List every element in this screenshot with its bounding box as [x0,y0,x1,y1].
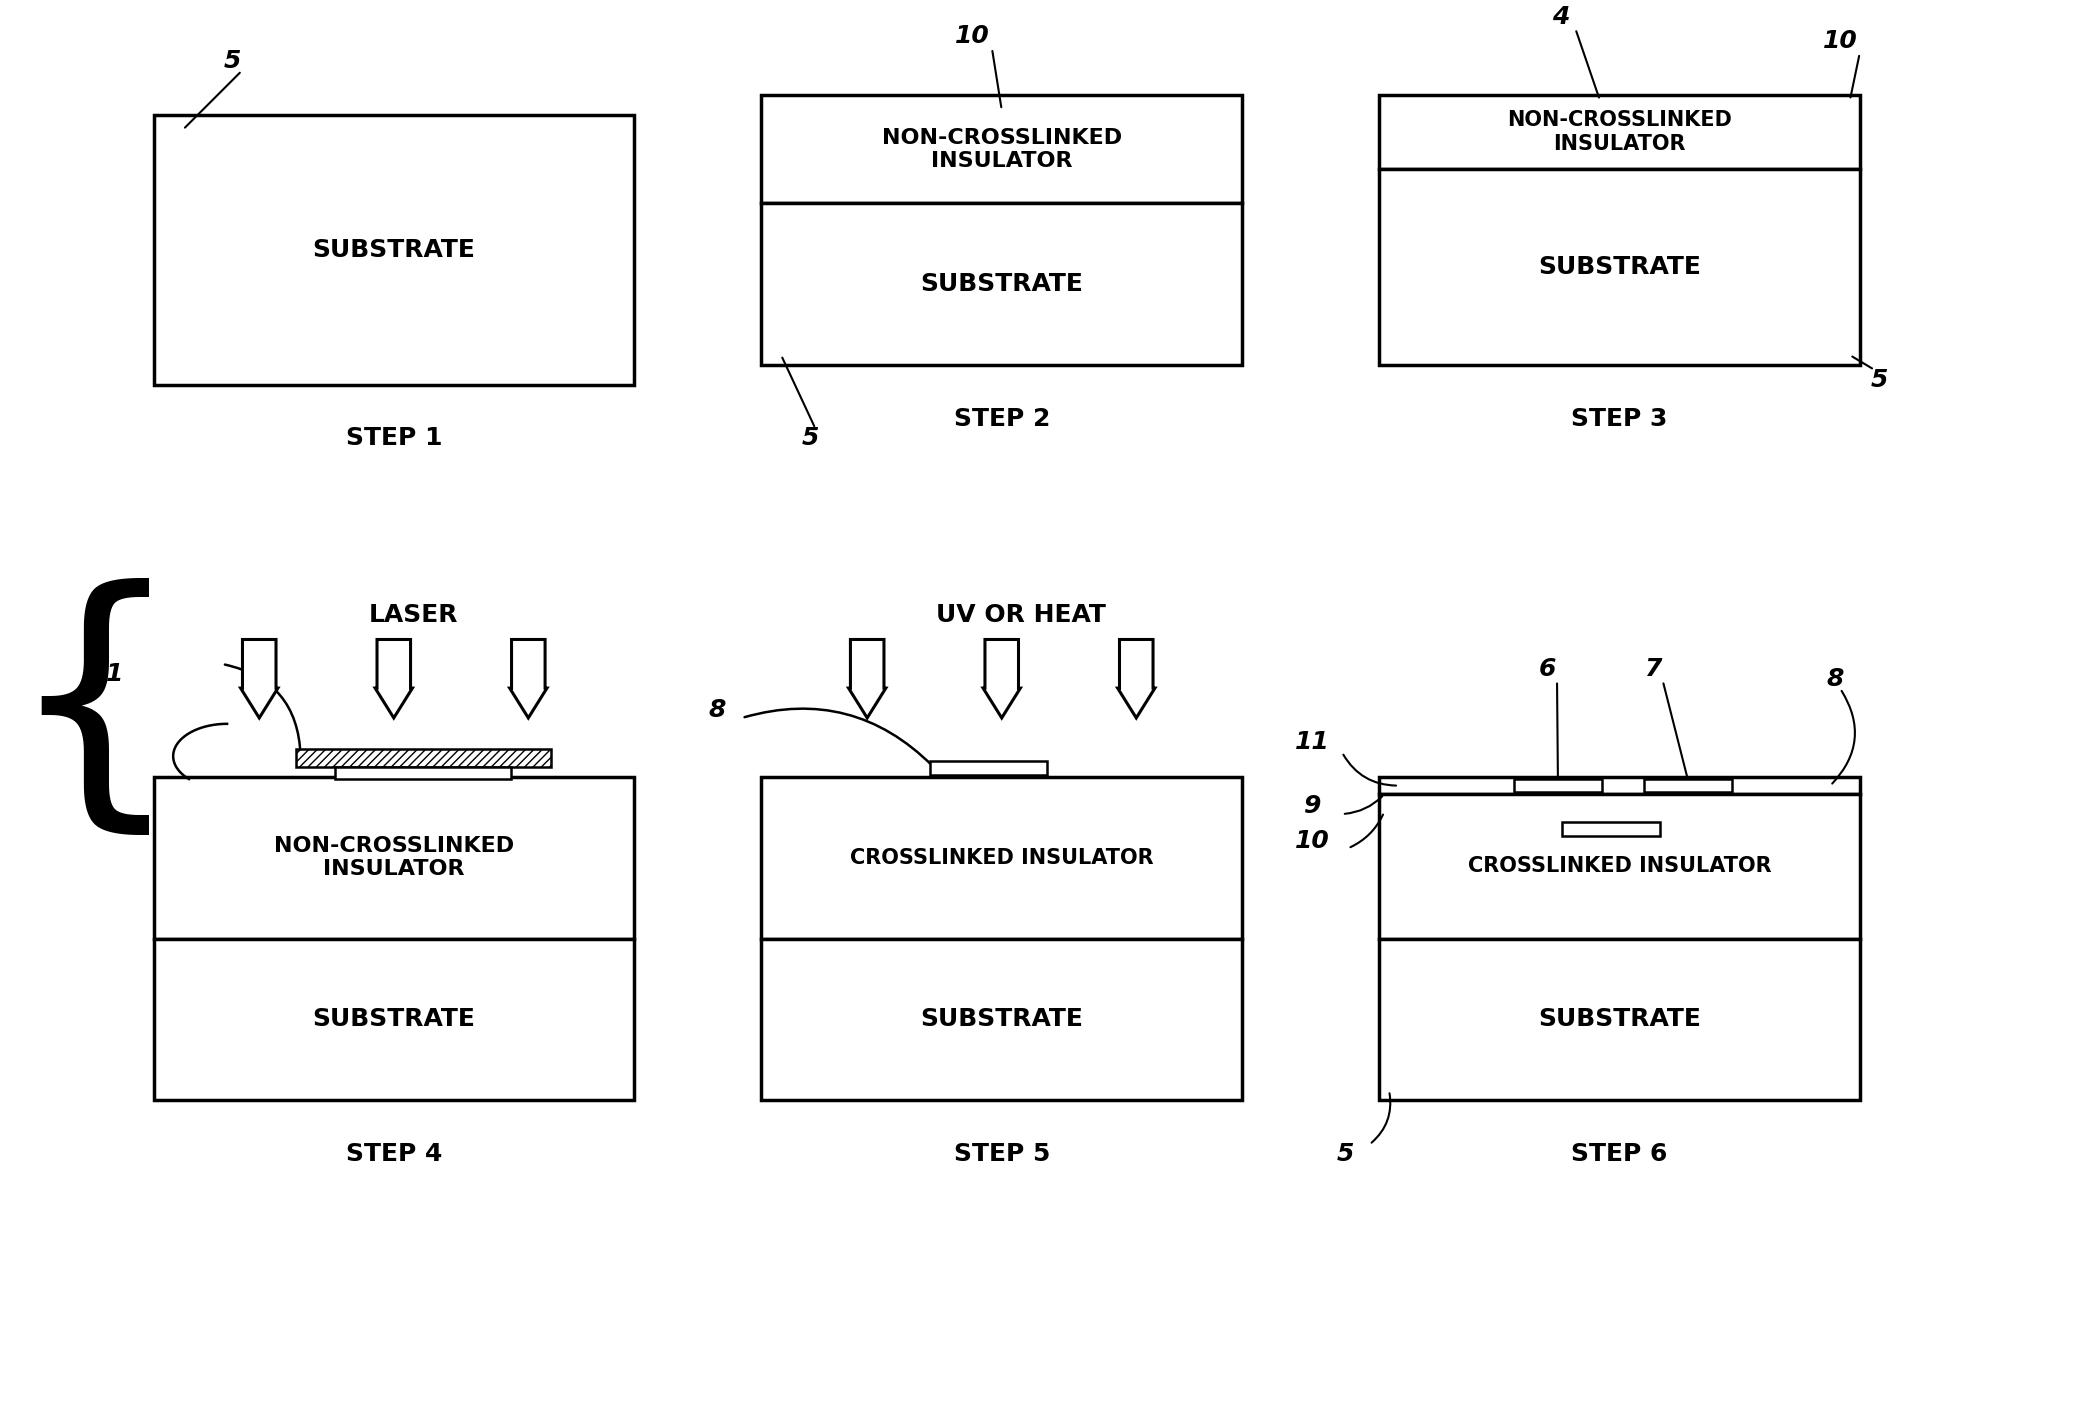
Bar [1378,169,1859,365]
Text: STEP 3: STEP 3 [1571,406,1668,431]
Polygon shape [1118,639,1154,718]
Text: NON-CROSSLINKED
INSULATOR: NON-CROSSLINKED INSULATOR [1506,111,1733,153]
Text: UV OR HEAT: UV OR HEAT [936,603,1106,627]
Bar [1515,779,1603,793]
Bar [762,938,1242,1100]
Text: 4: 4 [1553,4,1569,28]
Bar [336,767,512,779]
Bar [296,749,550,767]
Text: STEP 1: STEP 1 [346,426,443,450]
Text: SUBSTRATE: SUBSTRATE [1538,1007,1701,1032]
Text: LASER: LASER [369,603,457,627]
Bar [153,115,634,385]
Bar [762,203,1242,365]
Text: NON-CROSSLINKED
INSULATOR: NON-CROSSLINKED INSULATOR [273,836,514,880]
Text: CROSSLINKED INSULATOR: CROSSLINKED INSULATOR [1469,857,1771,877]
Text: 5: 5 [801,426,818,450]
Text: 10: 10 [1294,828,1330,853]
Text: STEP 5: STEP 5 [955,1142,1049,1167]
Polygon shape [848,639,885,718]
Bar [1561,821,1660,836]
Text: 5: 5 [1336,1142,1353,1167]
Text: 8: 8 [1827,666,1844,691]
Text: 8: 8 [709,698,726,722]
Polygon shape [510,639,548,718]
Text: NON-CROSSLINKED
INSULATOR: NON-CROSSLINKED INSULATOR [881,128,1122,171]
Text: 5: 5 [1871,368,1888,392]
Bar [1643,779,1731,793]
Bar [153,777,634,938]
Polygon shape [241,639,277,718]
Polygon shape [376,639,413,718]
Text: CROSSLINKED INSULATOR: CROSSLINKED INSULATOR [850,848,1154,868]
Text: 10: 10 [955,24,990,48]
Bar [1378,938,1859,1100]
Text: 9: 9 [1303,794,1322,818]
Text: SUBSTRATE: SUBSTRATE [313,237,476,261]
Text: STEP 6: STEP 6 [1571,1142,1668,1167]
Text: SUBSTRATE: SUBSTRATE [921,271,1083,296]
Text: 11: 11 [1294,730,1330,755]
Text: SUBSTRATE: SUBSTRATE [921,1007,1083,1032]
Text: STEP 4: STEP 4 [346,1142,443,1167]
Text: SUBSTRATE: SUBSTRATE [313,1007,476,1032]
Text: 5: 5 [222,48,241,72]
Text: 7: 7 [1645,657,1662,681]
Text: 10: 10 [1823,30,1857,54]
Text: SUBSTRATE: SUBSTRATE [1538,254,1701,279]
Polygon shape [984,639,1020,718]
Bar [762,777,1242,938]
Bar [929,762,1047,774]
Bar [1378,777,1859,794]
Bar [1378,794,1859,938]
Text: 1: 1 [105,662,124,686]
Text: STEP 2: STEP 2 [955,406,1049,431]
Text: {: { [6,578,183,848]
Bar [1378,95,1859,169]
Bar [762,95,1242,203]
Bar [153,938,634,1100]
Text: 6: 6 [1538,657,1557,681]
